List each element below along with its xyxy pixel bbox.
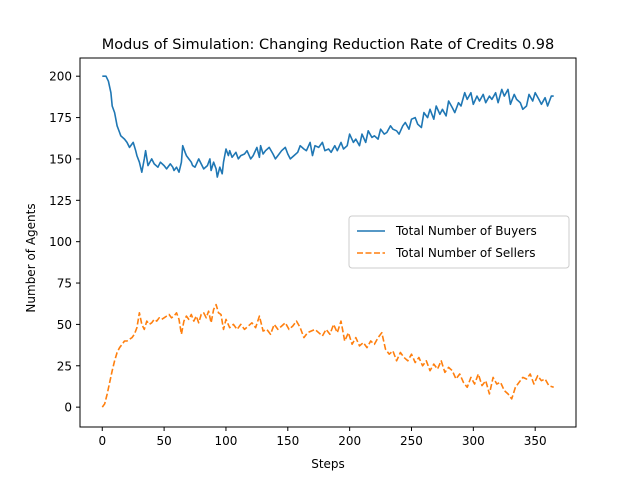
x-tick-label: 50 (156, 434, 171, 448)
x-tick-label: 350 (524, 434, 547, 448)
y-tick-label: 0 (64, 401, 72, 415)
x-tick-label: 100 (215, 434, 238, 448)
series-line-buyers (102, 75, 554, 178)
x-tick-label: 200 (338, 434, 361, 448)
y-tick-label: 75 (57, 277, 72, 291)
y-tick-label: 50 (57, 318, 72, 332)
y-tick-label: 200 (49, 70, 72, 84)
y-tick-label: 125 (49, 194, 72, 208)
x-tick-label: 0 (98, 434, 106, 448)
x-tick-label: 300 (462, 434, 485, 448)
legend-box (348, 215, 570, 269)
legend: Total Number of Buyers Total Number of Se… (348, 215, 570, 269)
chart-title: Modus of Simulation: Changing Reduction … (102, 37, 554, 53)
y-axis: 0 25 50 75 100 125 150 175 200 (49, 70, 80, 415)
axes-frame (79, 57, 577, 428)
legend-label: Total Number of Sellers (395, 246, 535, 260)
x-axis: 0 50 100 150 200 250 300 350 (98, 427, 547, 448)
x-tick-label: 150 (276, 434, 299, 448)
series-line-sellers (101, 303, 554, 408)
plot-area (101, 75, 554, 408)
y-axis-label: Number of Agents (24, 203, 38, 312)
y-tick-label: 150 (49, 152, 72, 166)
y-tick-label: 25 (57, 359, 72, 373)
y-tick-label: 175 (49, 111, 72, 125)
x-axis-label: Steps (311, 457, 345, 471)
x-tick-label: 250 (400, 434, 423, 448)
y-tick-label: 100 (49, 235, 72, 249)
legend-label: Total Number of Buyers (395, 224, 537, 238)
